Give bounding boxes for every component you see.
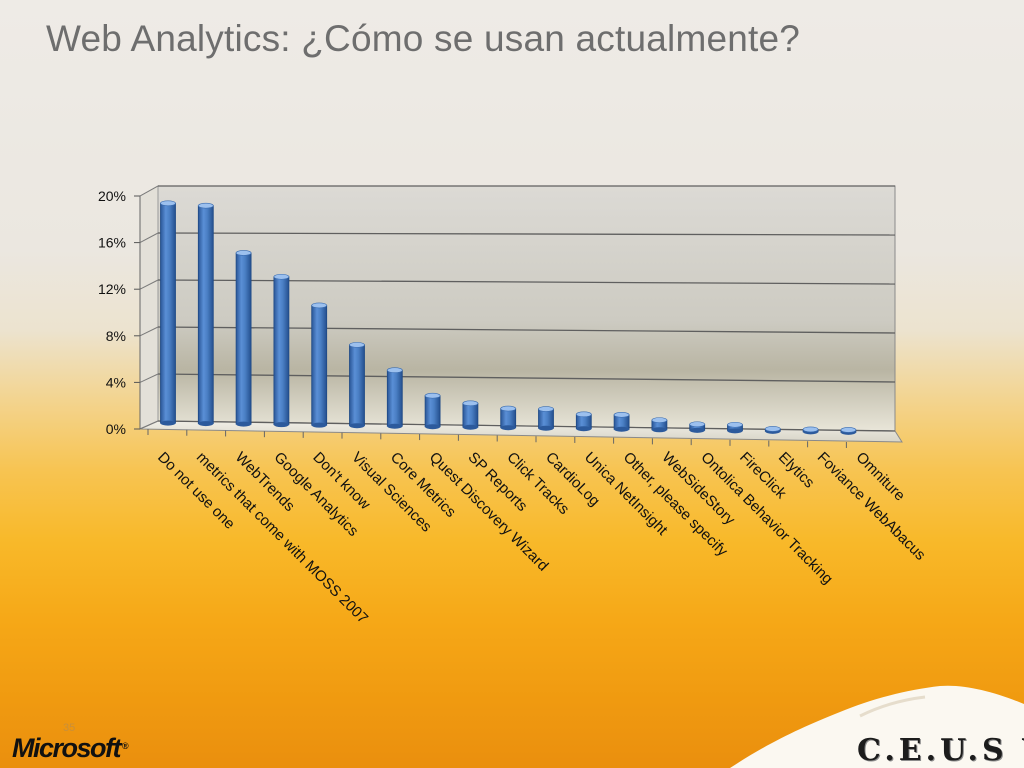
y-tick-label: 4% [106,374,126,390]
bar-base [462,424,478,430]
gridline-side [139,279,159,290]
bar-base [236,421,252,427]
gridline [157,232,896,236]
y-tick-label: 20% [98,188,126,204]
bar-top [500,405,517,412]
y-tick-label: 8% [106,328,126,344]
bar-top [727,421,743,428]
slide-number: 35 [63,722,76,734]
bar-base [349,423,365,429]
bar-base [651,427,667,433]
bar-top [575,411,592,418]
bar [727,421,743,434]
y-tick-label: 0% [106,421,126,437]
bar-top [311,302,328,309]
bar [311,302,328,428]
bar [840,427,857,435]
registered-mark: ® [122,741,129,751]
microsoft-logo-text: Microsoft [12,733,122,763]
bar [349,342,365,429]
bar-top [349,342,365,348]
bar-top [689,421,706,428]
y-axis-labels: 0% 4% 8% 12% 16% 20% [98,188,126,437]
bar [273,273,290,428]
bar-top [651,417,668,423]
bar-base [500,425,516,431]
bar-top [424,392,441,399]
slide-title: Web Analytics: ¿Cómo se usan actualmente… [46,18,801,59]
bar-base [576,426,592,432]
bars-group [160,200,857,435]
bar [424,392,441,430]
y-tick-label: 12% [98,281,126,297]
gridline-side [139,420,159,430]
bar [651,417,668,433]
bar [802,426,819,435]
gridline-side [139,232,159,244]
bar-base [387,423,403,429]
bar-base [614,426,630,432]
bar [613,412,630,432]
bar-base [538,425,554,431]
bar-base [198,421,214,427]
bar-base [311,422,327,428]
bar-top [235,250,252,256]
ceus-logo: C.E.U.S VI [857,733,1024,768]
bar-top [386,367,403,374]
gridline-side [139,326,159,337]
bar-base [689,427,705,433]
bar-base [425,424,441,430]
bar-base [160,420,176,426]
bar [764,426,781,434]
microsoft-logo: Microsoft ® [12,733,129,764]
bar-top [160,200,176,207]
bar-top [840,427,857,433]
bar-top [613,412,630,418]
bar-top [764,426,781,432]
gridline-side [139,185,159,197]
bar-top [802,426,819,433]
bar [160,200,176,426]
bar-top [273,273,290,280]
y-tick-label: 16% [98,235,126,251]
bar [235,250,252,427]
bar [689,421,706,433]
bar [386,367,403,429]
bar-base [727,428,743,434]
bar-top [538,406,554,412]
bar [500,405,517,431]
bar [538,406,554,431]
bar-top [198,202,214,209]
bar-base [273,422,289,428]
bar [197,202,214,427]
bar [462,400,479,430]
bar [575,411,592,432]
bar-top [462,400,479,407]
gridline-side [139,373,159,383]
